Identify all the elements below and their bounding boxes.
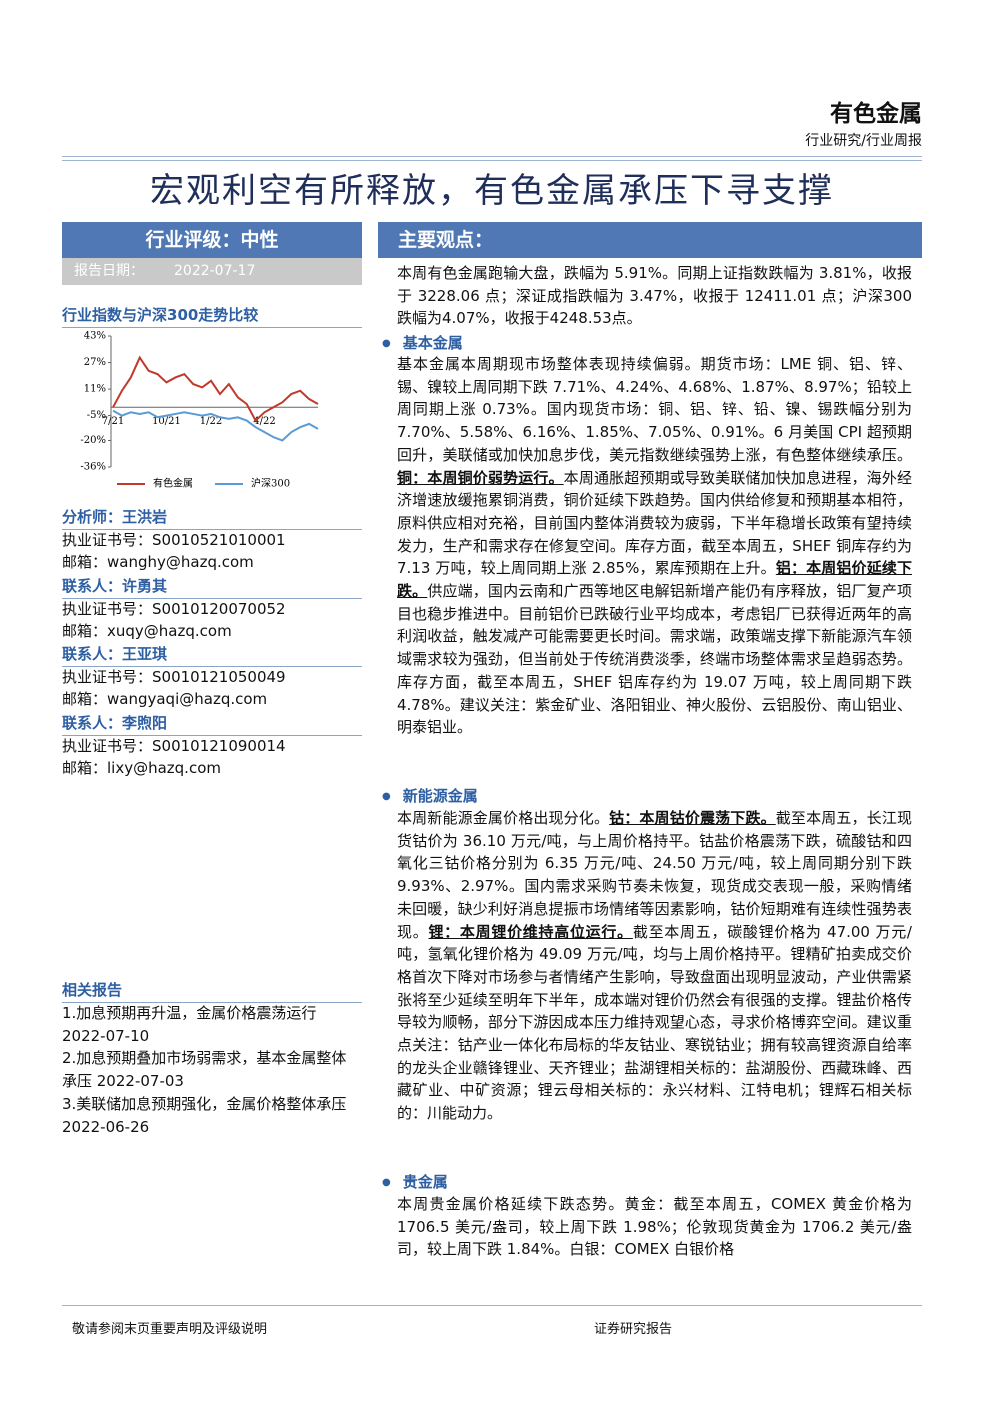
y-tick-label: 11% [84, 384, 106, 395]
chart: 43% 27% 11% -5% -20% -36% 7/21 10/21 1/22 4/22 有色金… [80, 331, 319, 490]
section-heading: 贵金属 [382, 1171, 448, 1192]
legend-label: 沪深300 [251, 477, 290, 490]
section-heading: 基本金属 [382, 332, 463, 353]
contact-cert: 执业证书号：S0010121050049 [62, 668, 286, 686]
section-paragraph: 基本金属本周期现市场整体表现持续偏弱。期货市场：LME 铜、铝、锌、锡、镍较上周… [397, 353, 912, 739]
report-title: 宏观利空有所释放，有色金属承压下寻支撑 [150, 171, 834, 211]
chart-title: 行业指数与沪深300走势比较 [62, 304, 362, 328]
contact-heading: 联系人：王亚琪 [62, 643, 362, 667]
highlight-text: 铝：本周铝价延续下跌。 [397, 559, 912, 601]
highlight-text: 铜：本周铜价弱势运行。 [397, 468, 564, 487]
contact-cert: 执业证书号：S0010521010001 [62, 531, 286, 549]
legend-label: 有色金属 [153, 477, 193, 490]
contact-heading: 分析师：王洪岩 [62, 506, 362, 530]
body-text: 本周有色金属跑输大盘，跌幅为 5.91%。同期上证指数跌幅为 3.81%，收报于… [397, 264, 912, 328]
main-heading: 主要观点： [378, 222, 922, 258]
body-text: 截至本周五，长江现货钴价为 36.10 万元/吨，与上周价格持平。钴盐价格震荡下… [397, 809, 912, 941]
report-date: 报告日期： 2022-07-17 [62, 258, 362, 285]
rating: 行业评级：中性 [62, 222, 362, 258]
body-text: 本周新能源金属价格出现分化。 [397, 809, 610, 827]
y-tick-label: 27% [84, 357, 106, 368]
body-text: 本周通胀超预期或导致美联储加快加息进程，海外经济增速放缓拖累铜消费，铜价延续下跌… [397, 468, 912, 578]
contact-heading: 联系人：许勇其 [62, 575, 362, 599]
contact-cert: 执业证书号：S0010121090014 [62, 736, 286, 755]
body-text: 供应端，国内云南和广西等地区电解铝新增产能仍有序释放，铝厂复产项目也稳步推进中。… [397, 582, 912, 737]
x-tick-label: 4/22 [253, 416, 275, 427]
sector: 有色金属 [830, 100, 922, 127]
contact-email: 邮箱：lixy@hazq.com [62, 758, 221, 777]
related-list: 1.加息预期再升温，金属价格震荡运行 2022-07-10 2.加息预期叠加市场弱… [62, 1002, 352, 1138]
related-item: 3.美联储加息预期强化，金属价格整体承压 2022-06-26 [62, 1094, 347, 1136]
highlight-text: 钴：本周钴价震荡下跌。 [609, 809, 776, 827]
related-item: 1.加息预期再升温，金属价格震荡运行 2022-07-10 [62, 1004, 317, 1045]
contact-email: 邮箱：xuqy@hazq.com [62, 621, 232, 640]
footer-rule [62, 1305, 922, 1306]
section-heading: 新能源金属 [382, 785, 478, 806]
x-tick-label: 7/21 [102, 416, 124, 427]
y-tick-label: -36% [80, 462, 106, 473]
intro-paragraph: 本周有色金属跑输大盘，跌幅为 5.91%。同期上证指数跌幅为 3.81%，收报于… [397, 262, 912, 330]
related-heading: 相关报告 [62, 979, 362, 1003]
footer-left: 敬请参阅末页重要声明及评级说明 [72, 1322, 268, 1337]
series-line [112, 409, 319, 442]
contact-cert: 执业证书号：S0010120070052 [62, 599, 286, 618]
body-text: 截至本周五，碳酸锂价格为 47.00 万元/吨，氢氧化锂价格为 49.09 万元… [397, 922, 912, 1123]
y-tick-label: 43% [84, 331, 106, 342]
footer-right: 证券研究报告 [594, 1322, 673, 1337]
related-item: 2.加息预期叠加市场弱需求，基本金属整体承压 2022-07-03 [62, 1049, 347, 1091]
contact-email: 邮箱：wanghy@hazq.com [62, 553, 254, 571]
contact-email: 邮箱：wangyaqi@hazq.com [62, 690, 268, 708]
y-tick-label: -20% [80, 435, 106, 446]
body-text: 本周贵金属价格延续下跌态势。黄金：截至本周五，COMEX 黄金价格为 1706.… [397, 1195, 912, 1259]
header-rule [62, 156, 922, 161]
section-paragraph: 本周新能源金属价格出现分化。钴：本周钴价震荡下跌。截至本周五，长江现货钴价为 3… [397, 807, 912, 1125]
highlight-text: 锂：本周锂价维持高位运行。 [428, 922, 633, 941]
y-tick-label: -5% [87, 410, 106, 421]
contact-heading: 联系人：李煦阳 [62, 712, 362, 736]
body-text: 基本金属本周期现市场整体表现持续偏弱。期货市场：LME 铜、铝、锌、锡、镍较上周… [397, 355, 912, 464]
x-tick-label: 10/21 [152, 416, 181, 427]
report-type: 行业研究/行业周报 [805, 133, 922, 149]
date-value: 2022-07-17 [174, 263, 256, 279]
series-line [112, 355, 319, 423]
date-label: 报告日期： [74, 263, 144, 279]
section-paragraph: 本周贵金属价格延续下跌态势。黄金：截至本周五，COMEX 黄金价格为 1706.… [397, 1193, 912, 1261]
x-tick-label: 1/22 [200, 416, 222, 427]
